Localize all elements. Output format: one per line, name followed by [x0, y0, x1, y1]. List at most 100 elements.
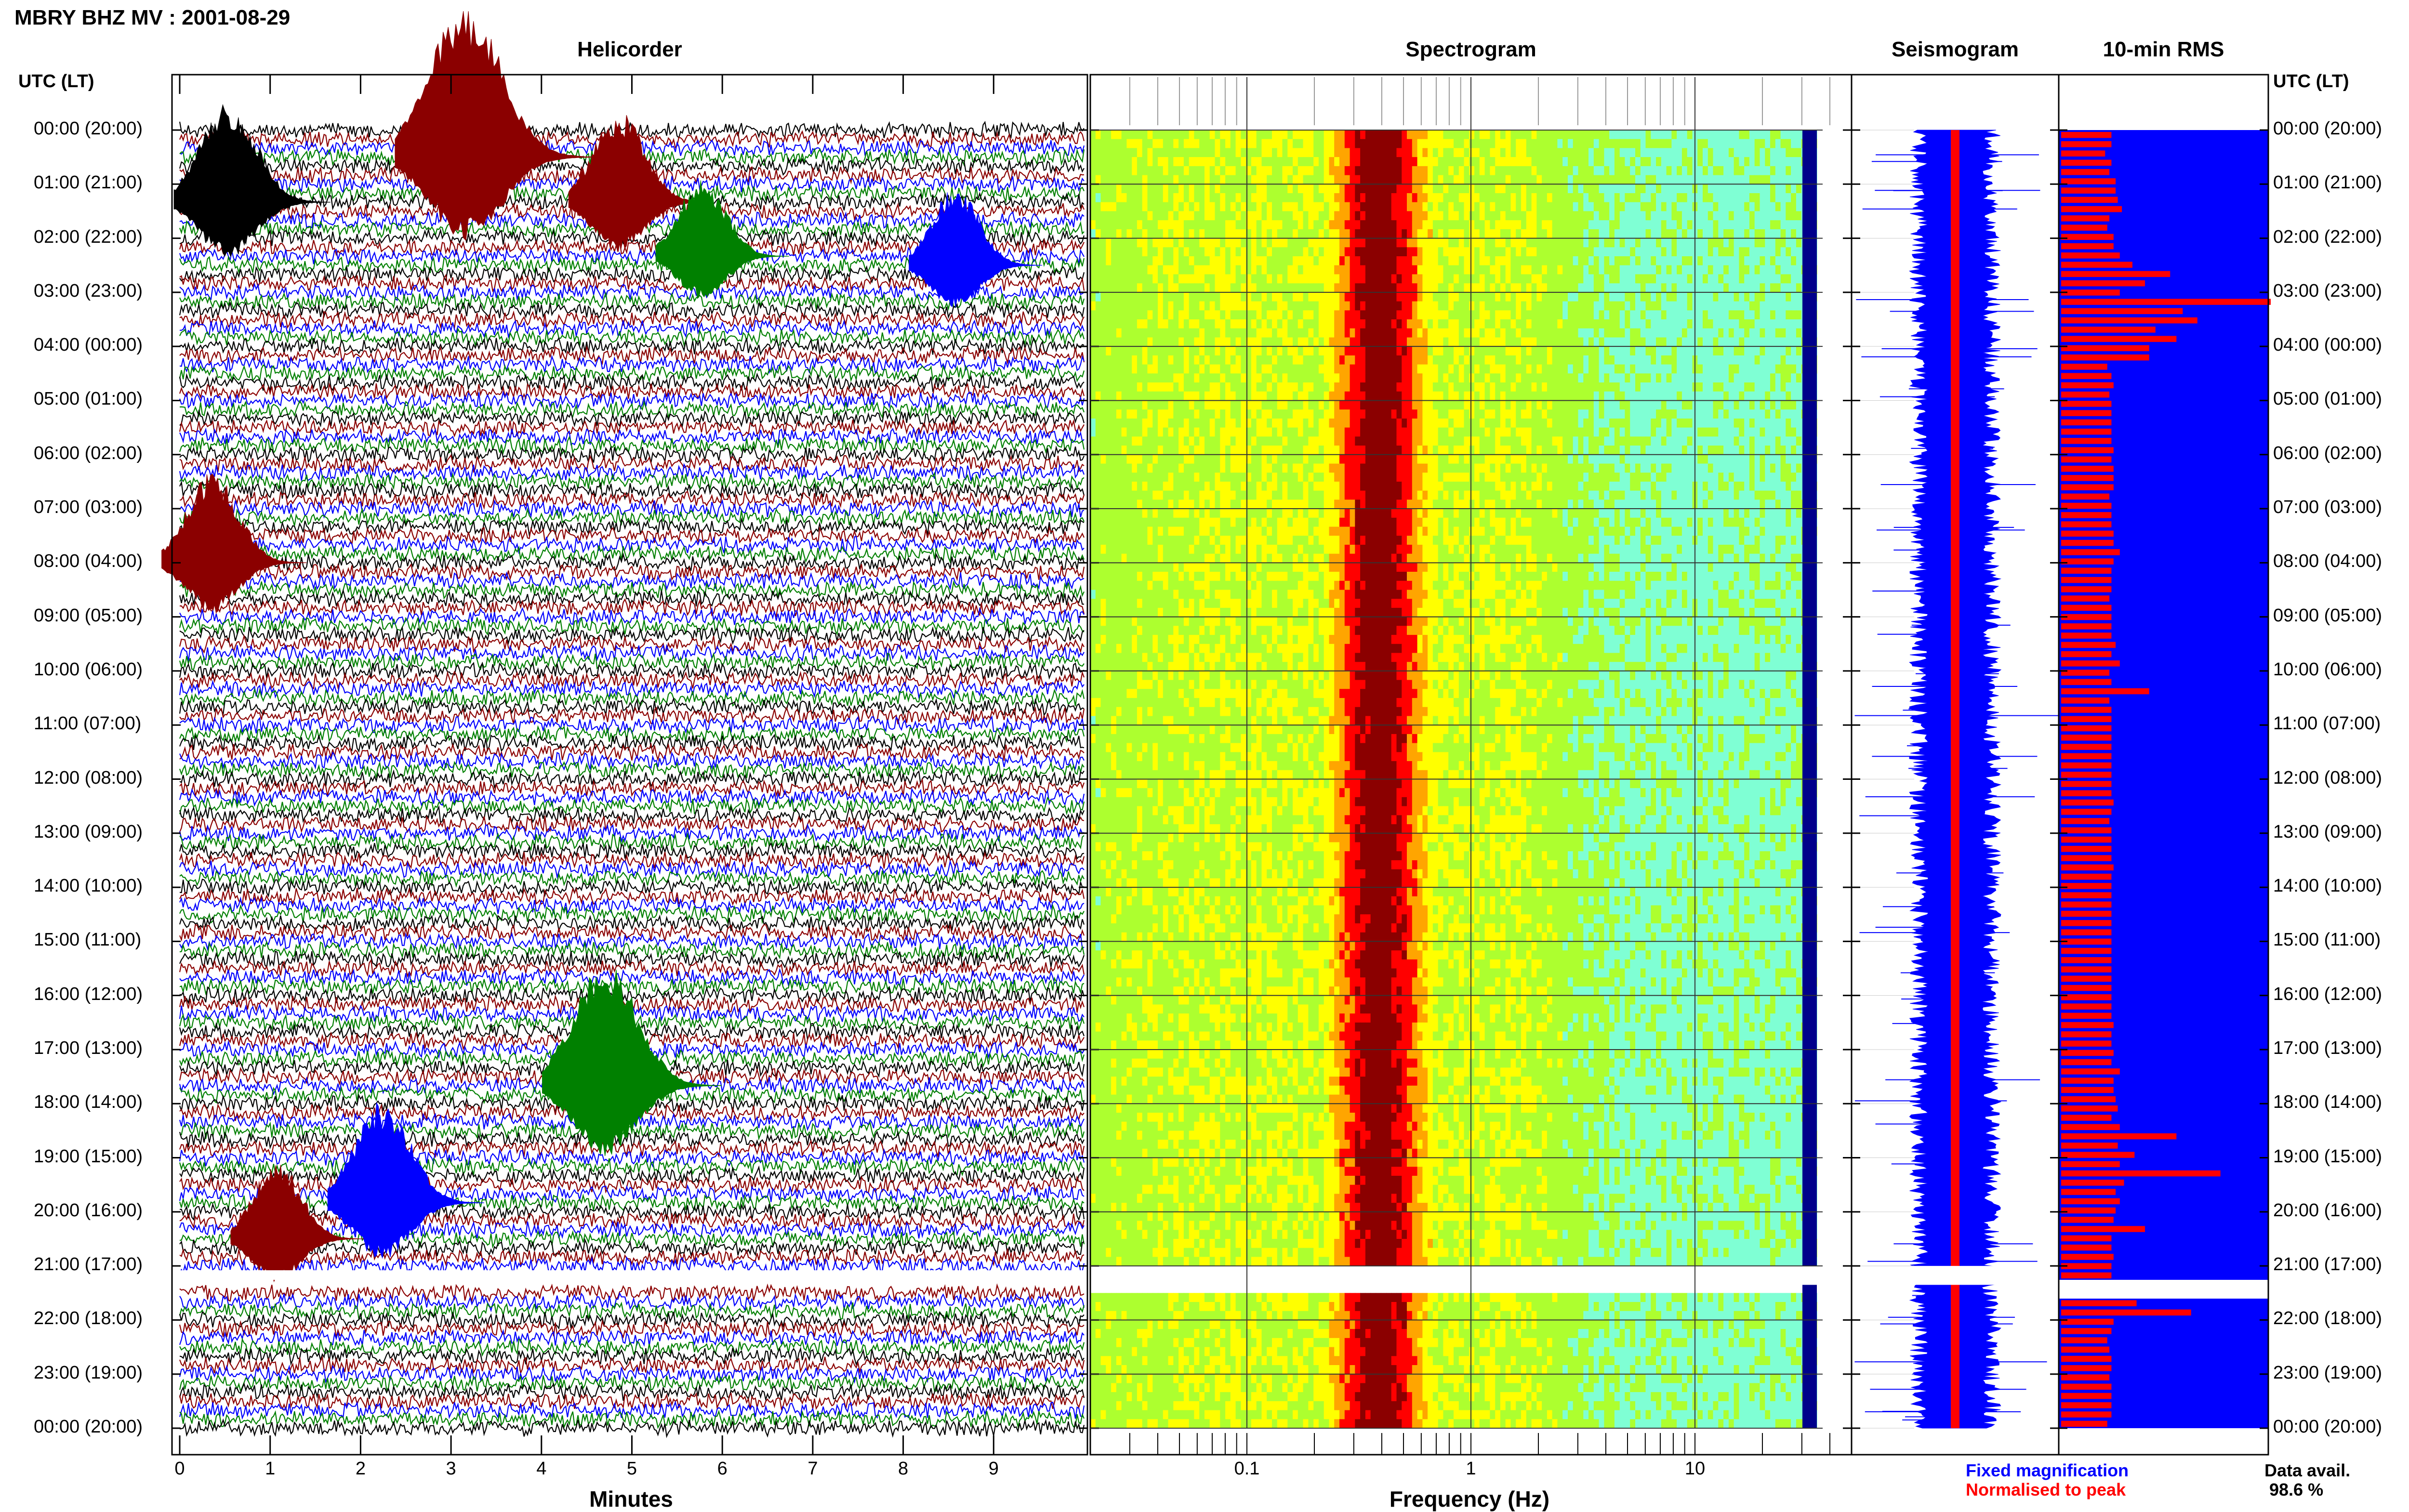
utc-label: 23:00 (19:00) [2273, 1363, 2382, 1383]
rms-bar [2061, 790, 2112, 797]
rms-bar [2061, 929, 2112, 935]
rms-bar [2061, 187, 2116, 194]
rms-bar [2061, 1235, 2112, 1242]
helicorder-x-tick: 2 [346, 1459, 375, 1479]
utc-label: 23:00 (19:00) [34, 1363, 143, 1383]
helicorder-trace [179, 1248, 1085, 1267]
rms-bar [2061, 262, 2132, 268]
rms-bar [2061, 1133, 2177, 1140]
helicorder-trace [179, 1157, 1085, 1177]
utc-heading-left: UTC (LT) [18, 71, 94, 92]
utc-label: 03:00 (23:00) [34, 281, 143, 302]
rms-bar [2061, 1346, 2110, 1353]
rms-bar [2061, 308, 2183, 315]
rms-bar [2061, 809, 2112, 815]
helicorder-trace [179, 769, 1085, 789]
rms-bar [2061, 502, 2112, 509]
utc-label: 00:00 (20:00) [2273, 118, 2382, 139]
helicorder-x-tick: 4 [527, 1459, 556, 1479]
rms-bar [2061, 1040, 2112, 1047]
utc-label: 22:00 (18:00) [34, 1308, 143, 1329]
helicorder-trace [179, 887, 1085, 907]
rms-bar [2061, 234, 2114, 240]
helicorder-trace [179, 1311, 1085, 1330]
utc-label: 07:00 (03:00) [34, 497, 143, 518]
utc-label: 10:00 (06:00) [34, 659, 143, 680]
rms-bar [2061, 985, 2112, 991]
rms-bar [2061, 1198, 2120, 1205]
helicorder-trace [179, 1165, 1085, 1186]
rms-bar [2061, 1207, 2116, 1214]
rms-bar [2061, 1124, 2120, 1131]
utc-label: 12:00 (08:00) [34, 768, 143, 789]
helicorder-x-tick: 8 [889, 1459, 918, 1479]
helicorder-trace [179, 859, 1085, 879]
rms-bar [2061, 855, 2112, 861]
helicorder-x-tick: 6 [708, 1459, 737, 1479]
rms-bar [2061, 707, 2112, 713]
rms-bar [2061, 994, 2112, 1000]
rms-bar [2061, 1226, 2145, 1232]
rms-bar [2061, 428, 2112, 435]
utc-label: 02:00 (22:00) [34, 227, 143, 248]
helicorder-x-tick: 9 [979, 1459, 1008, 1479]
rms-bar [2061, 957, 2112, 963]
legend-normalised: Normalised to peak [1966, 1480, 2126, 1500]
rms-bar [2061, 632, 2112, 639]
rms-bar [2061, 558, 2114, 565]
rms-bar [2061, 317, 2197, 324]
rms-bar [2061, 178, 2116, 184]
helicorder-trace [179, 327, 1085, 347]
rms-bar [2061, 679, 2112, 685]
helicorder-trace [179, 562, 1085, 581]
helicorder-trace [179, 490, 1085, 511]
utc-label: 04:00 (00:00) [2273, 335, 2382, 355]
utc-label: 18:00 (14:00) [2273, 1092, 2382, 1113]
rms-bar [2061, 530, 2114, 537]
utc-label: 20:00 (16:00) [34, 1200, 143, 1221]
rms-bar [2061, 1309, 2191, 1316]
helicorder-trace [179, 1175, 1085, 1194]
helicorder-trace [179, 1418, 1085, 1438]
rms-bar [2061, 521, 2112, 527]
helicorder-trace [179, 904, 1085, 924]
rms-bar [2061, 1300, 2137, 1306]
rms-bar [2061, 1254, 2114, 1260]
helicorder-trace [179, 472, 1085, 491]
helicorder-trace [179, 1202, 1085, 1222]
helicorder-trace [179, 1139, 1085, 1158]
utc-label: 14:00 (10:00) [34, 876, 143, 896]
helicorder-trace [179, 1374, 1085, 1393]
rms-bar [2061, 966, 2112, 973]
rms-bar [2061, 1393, 2112, 1399]
helicorder-trace [179, 724, 1085, 743]
chart-title: MBRY BHZ MV : 2001-08-29 [14, 6, 290, 30]
utc-label: 16:00 (12:00) [34, 984, 143, 1005]
utc-label: 21:00 (17:00) [2273, 1254, 2382, 1275]
helicorder-trace [179, 734, 1085, 753]
rms-bar [2061, 753, 2112, 760]
helicorder-trace [179, 841, 1085, 861]
rms-bar [2061, 947, 2112, 954]
rms-bar [2061, 577, 2112, 583]
helicorder-trace [179, 976, 1085, 997]
utc-label: 04:00 (00:00) [34, 335, 143, 355]
helicorder-trace [180, 598, 1085, 618]
helicorder-event [173, 104, 331, 257]
helicorder-trace [179, 1400, 1085, 1420]
rms-bar [2061, 716, 2112, 723]
rms-bar [2061, 131, 2112, 138]
utc-heading-right: UTC (LT) [2273, 71, 2349, 92]
helicorder-trace [179, 878, 1085, 898]
helicorder-trace [179, 671, 1085, 690]
rms-bar [2061, 159, 2112, 166]
helicorder-trace [179, 823, 1085, 843]
rms-bar [2061, 1318, 2114, 1325]
rms-bar [2061, 1383, 2112, 1390]
helicorder-trace [179, 1364, 1085, 1384]
rms-bar [2061, 299, 2271, 305]
utc-label: 11:00 (07:00) [34, 713, 141, 734]
helicorder-trace [179, 291, 1085, 311]
utc-label: 14:00 (10:00) [2273, 876, 2382, 896]
rms-bar [2061, 169, 2110, 175]
